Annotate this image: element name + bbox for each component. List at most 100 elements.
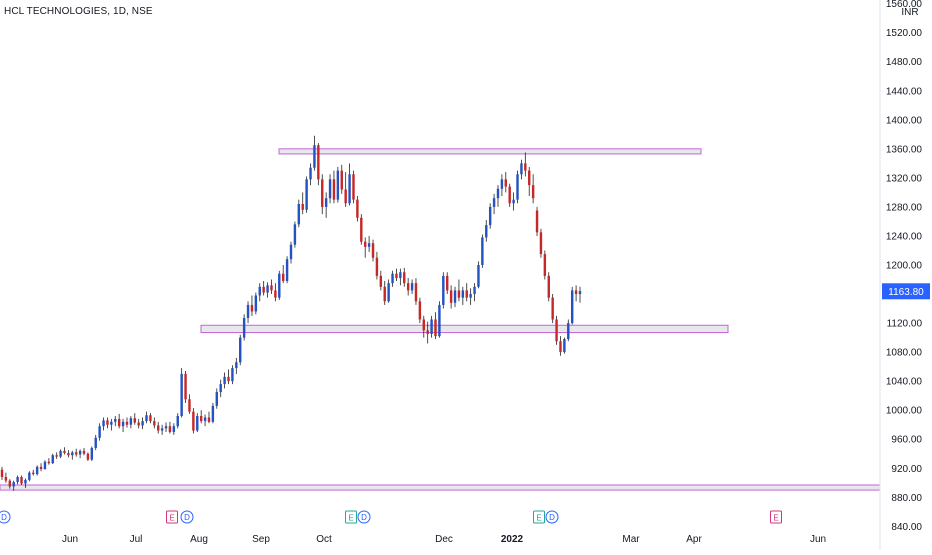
candle bbox=[141, 417, 144, 430]
candle bbox=[496, 185, 500, 207]
candle-body bbox=[20, 477, 23, 484]
y-tick-label: 920.00 bbox=[891, 464, 922, 475]
y-tick-label: 1080.00 bbox=[886, 348, 923, 359]
candle bbox=[512, 192, 515, 211]
candle-body bbox=[39, 466, 43, 470]
candle-body bbox=[219, 384, 222, 393]
candle bbox=[110, 418, 113, 431]
candle-body bbox=[35, 466, 39, 475]
y-tick-label: 1560.00 bbox=[886, 0, 923, 10]
candle-body bbox=[24, 479, 27, 484]
candle bbox=[20, 475, 23, 485]
candle bbox=[488, 203, 492, 229]
zone-support bbox=[200, 324, 729, 334]
candle-body bbox=[16, 477, 19, 483]
event-marker: E bbox=[770, 510, 782, 524]
event-marker-box bbox=[533, 510, 545, 524]
candle bbox=[59, 449, 62, 459]
candle bbox=[410, 279, 414, 295]
candle-body bbox=[340, 170, 343, 190]
candle bbox=[285, 256, 289, 284]
candle-body bbox=[301, 204, 304, 210]
candle bbox=[434, 312, 437, 340]
candle bbox=[485, 219, 488, 242]
candle bbox=[465, 283, 468, 302]
candle bbox=[172, 423, 176, 435]
candle bbox=[367, 235, 371, 252]
candle-body bbox=[500, 179, 504, 189]
candle bbox=[192, 408, 195, 434]
event-marker: E bbox=[345, 510, 357, 524]
candle-body bbox=[67, 453, 70, 456]
candle bbox=[375, 251, 379, 280]
candle-body bbox=[399, 272, 402, 279]
x-tick-label: 2022 bbox=[501, 534, 524, 545]
candle-body bbox=[133, 418, 136, 423]
candle-body bbox=[321, 179, 324, 207]
x-tick-label: Jun bbox=[810, 534, 826, 545]
candle-body bbox=[0, 469, 4, 477]
candle-body bbox=[82, 450, 86, 454]
candle-body bbox=[313, 145, 316, 168]
candle-body bbox=[239, 337, 242, 363]
candle bbox=[246, 301, 250, 324]
candle-body bbox=[383, 286, 386, 302]
candle-body bbox=[227, 376, 230, 382]
candle-body bbox=[531, 185, 535, 199]
candle-body bbox=[446, 275, 449, 291]
candle bbox=[43, 460, 47, 470]
x-tick-label: Aug bbox=[190, 534, 208, 545]
candle-body bbox=[418, 301, 422, 320]
candle-body bbox=[348, 174, 351, 204]
candle bbox=[500, 174, 504, 197]
candle bbox=[258, 283, 261, 302]
candle-body bbox=[567, 323, 570, 340]
candle-body bbox=[363, 241, 367, 247]
candle-body bbox=[434, 319, 437, 337]
candle-body bbox=[4, 477, 8, 481]
candle bbox=[531, 174, 535, 204]
event-marker: D bbox=[357, 510, 371, 524]
candle-body bbox=[422, 319, 425, 331]
candle bbox=[469, 288, 472, 305]
candle bbox=[516, 170, 519, 204]
candle-body bbox=[278, 273, 281, 298]
candle-body bbox=[356, 199, 359, 218]
candle bbox=[67, 450, 70, 458]
candle-body bbox=[492, 198, 496, 207]
candle-body bbox=[274, 290, 277, 298]
candle-body bbox=[86, 453, 90, 460]
candle bbox=[430, 315, 433, 338]
candle bbox=[4, 472, 8, 483]
event-marker-label: E bbox=[773, 514, 778, 523]
candle bbox=[461, 286, 465, 305]
candle bbox=[352, 170, 355, 204]
candle bbox=[82, 447, 86, 456]
candle-body bbox=[231, 368, 234, 382]
candle bbox=[414, 278, 418, 305]
candle-body bbox=[59, 450, 62, 457]
candle bbox=[567, 319, 570, 342]
candle-body bbox=[297, 204, 301, 225]
candle bbox=[477, 261, 480, 289]
candle-body bbox=[145, 415, 148, 422]
candle-body bbox=[379, 275, 383, 287]
candle bbox=[270, 279, 273, 295]
candle bbox=[563, 337, 566, 354]
event-marker-label: E bbox=[348, 514, 353, 523]
candle bbox=[235, 357, 238, 374]
candle bbox=[28, 471, 31, 482]
candle-body bbox=[481, 237, 484, 265]
event-marker-label: E bbox=[536, 514, 541, 523]
candle-body bbox=[539, 232, 543, 255]
candle bbox=[239, 334, 242, 366]
candle bbox=[403, 267, 406, 287]
candle-body bbox=[266, 285, 269, 293]
candle bbox=[74, 448, 78, 457]
candle-body bbox=[403, 272, 406, 284]
candle-body bbox=[270, 285, 273, 291]
candle bbox=[363, 237, 367, 258]
candle bbox=[418, 297, 422, 324]
